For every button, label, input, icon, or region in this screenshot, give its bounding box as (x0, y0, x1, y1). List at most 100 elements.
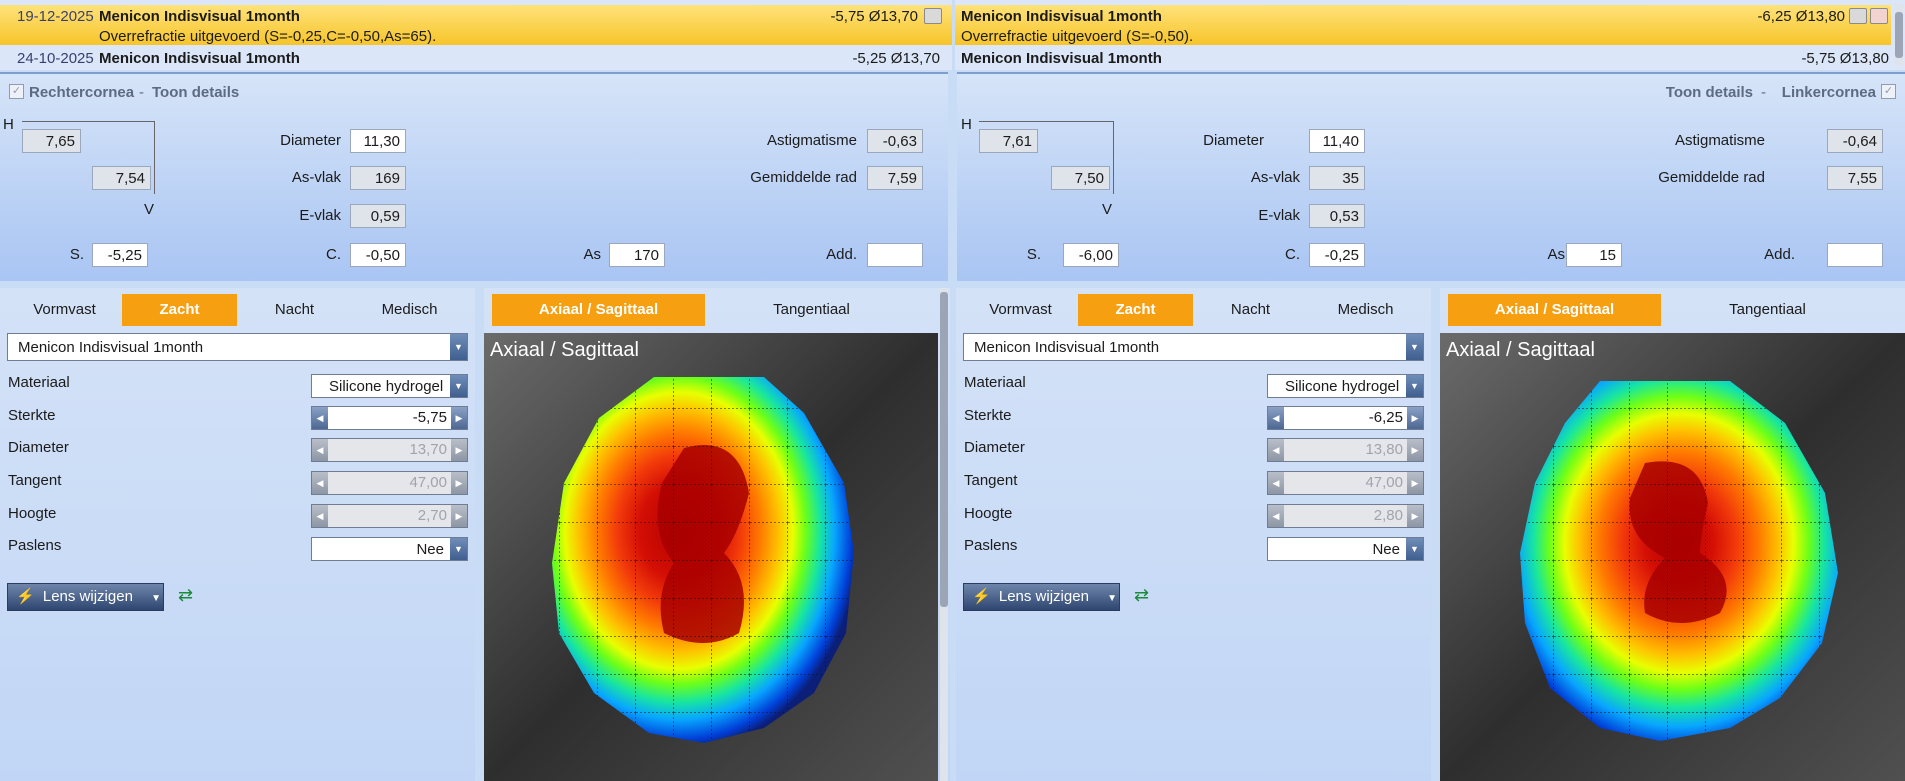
history-lens-name: Menicon Indisvisual 1month (961, 8, 1162, 25)
tangent-value: 47,00 (409, 474, 447, 491)
chevron-left-icon[interactable]: ◀ (1268, 407, 1284, 429)
asvlak-label: As-vlak (291, 169, 341, 186)
evlak-value: 0,53 (1309, 204, 1365, 228)
refresh-icon[interactable]: ⇄ (178, 585, 194, 605)
right-cornea-checkbox[interactable]: ✓ (9, 84, 24, 99)
h-axis-label: H (3, 116, 14, 133)
h-value: 7,61 (979, 129, 1038, 153)
lens-wijzigen-label: Lens wijzigen (998, 588, 1089, 605)
add-input[interactable] (867, 243, 923, 267)
c-input[interactable]: -0,25 (1309, 243, 1365, 267)
history-date: 19-12-2025 (17, 8, 94, 25)
history-row[interactable]: Menicon Indisvisual 1month -5,75 Ø13,80 (955, 47, 1891, 68)
sterkte-label: Sterkte (964, 407, 1012, 424)
as-input[interactable]: 170 (609, 243, 665, 267)
materiaal-select[interactable]: Silicone hydrogel ▼ (311, 374, 468, 398)
chevron-right-icon: ▶ (451, 505, 467, 527)
chevron-down-icon: ▼ (450, 538, 467, 560)
chevron-right-icon[interactable]: ▶ (1407, 407, 1423, 429)
tab-vormvast[interactable]: Vormvast (33, 301, 96, 318)
map-title: Axiaal / Sagittaal (1446, 339, 1595, 361)
astigmatisme-value: -0,64 (1827, 129, 1883, 153)
edit-icon[interactable] (1849, 8, 1867, 24)
chevron-right-icon[interactable]: ▶ (451, 407, 467, 429)
toon-details-link[interactable]: Toon details (1665, 84, 1753, 101)
chevron-left-icon: ◀ (312, 439, 328, 461)
lens-product-select[interactable]: Menicon Indisvisual 1month ▼ (7, 333, 468, 361)
map-scrollbar[interactable] (940, 288, 948, 781)
asvlak-value: 169 (350, 166, 406, 190)
tab-axiaal-sagittaal[interactable]: Axiaal / Sagittaal (492, 294, 705, 326)
s-input[interactable]: -5,25 (92, 243, 148, 267)
s-label: S. (1026, 246, 1041, 263)
v-value: 7,54 (92, 166, 151, 190)
sterkte-stepper[interactable]: ◀ -6,25 ▶ (1267, 406, 1424, 430)
hoogte-stepper: ◀ 2,70 ▶ (311, 504, 468, 528)
gemiddelde-rad-value: 7,55 (1827, 166, 1883, 190)
tab-nacht[interactable]: Nacht (274, 301, 315, 318)
chevron-down-icon: ▼ (1406, 538, 1423, 560)
astigmatisme-value: -0,63 (867, 129, 923, 153)
lens-product-select[interactable]: Menicon Indisvisual 1month ▼ (963, 333, 1424, 361)
history-row-selected[interactable]: Menicon Indisvisual 1month -6,25 Ø13,80 … (955, 5, 1891, 45)
chevron-right-icon: ▶ (1407, 439, 1423, 461)
paslens-select[interactable]: Nee ▼ (311, 537, 468, 561)
materiaal-label: Materiaal (964, 374, 1026, 391)
tab-zacht[interactable]: Zacht (122, 294, 237, 326)
tangent-label: Tangent (8, 472, 62, 489)
delete-icon[interactable] (1870, 8, 1888, 24)
tab-medisch[interactable]: Medisch (1337, 301, 1394, 318)
as-input[interactable]: 15 (1566, 243, 1622, 267)
left-cornea-checkbox[interactable]: ✓ (1881, 84, 1896, 99)
diameter-input[interactable]: 11,40 (1309, 129, 1365, 153)
right-cornea-title: Rechtercornea (29, 84, 135, 101)
v-axis-label: V (1102, 201, 1113, 218)
add-input[interactable] (1827, 243, 1883, 267)
tab-medisch[interactable]: Medisch (381, 301, 438, 318)
tab-zacht[interactable]: Zacht (1078, 294, 1193, 326)
toon-details-link[interactable]: Toon details (152, 84, 240, 101)
asvlak-value: 35 (1309, 166, 1365, 190)
paslens-select[interactable]: Nee ▼ (1267, 537, 1424, 561)
c-input[interactable]: -0,50 (350, 243, 406, 267)
diameter-label: Diameter (1203, 132, 1264, 149)
tab-tangentiaal[interactable]: Tangentiaal (773, 301, 850, 318)
lens-wijzigen-button[interactable]: ⚡ Lens wijzigen ▼ (7, 583, 164, 611)
lens-wijzigen-label: Lens wijzigen (42, 588, 133, 605)
tab-nacht[interactable]: Nacht (1230, 301, 1271, 318)
paslens-value: Nee (416, 541, 444, 558)
diameter-input[interactable]: 11,30 (350, 129, 406, 153)
evlak-value: 0,59 (350, 204, 406, 228)
chevron-right-icon: ▶ (1407, 472, 1423, 494)
tab-vormvast[interactable]: Vormvast (989, 301, 1052, 318)
chevron-left-icon: ◀ (1268, 439, 1284, 461)
sterkte-value: -6,25 (1368, 409, 1403, 426)
astigmatisme-label: Astigmatisme (766, 132, 857, 149)
tab-tangentiaal[interactable]: Tangentiaal (1729, 301, 1806, 318)
tab-axiaal-sagittaal[interactable]: Axiaal / Sagittaal (1448, 294, 1661, 326)
header-separator: - (1761, 84, 1766, 101)
s-input[interactable]: -6,00 (1063, 243, 1119, 267)
materiaal-value: Silicone hydrogel (1285, 378, 1400, 395)
chevron-left-icon[interactable]: ◀ (312, 407, 328, 429)
right-map-panel: Axiaal / Sagittaal Tangentiaal (484, 288, 950, 781)
edit-icon[interactable] (924, 8, 942, 24)
materiaal-select[interactable]: Silicone hydrogel ▼ (1267, 374, 1424, 398)
lightning-icon: ⚡ (972, 588, 991, 605)
sterkte-stepper[interactable]: ◀ -5,75 ▶ (311, 406, 468, 430)
map-title: Axiaal / Sagittaal (490, 339, 639, 361)
history-scrollbar[interactable] (1895, 4, 1903, 66)
history-row[interactable]: 24-10-2025 Menicon Indisvisual 1month -5… (0, 47, 952, 68)
gemiddelde-rad-value: 7,59 (867, 166, 923, 190)
chevron-right-icon: ▶ (1407, 505, 1423, 527)
history-row-selected[interactable]: 19-12-2025 Menicon Indisvisual 1month -5… (0, 5, 952, 45)
tangent-label: Tangent (964, 472, 1018, 489)
topography-image (484, 333, 938, 781)
refresh-icon[interactable]: ⇄ (1134, 585, 1150, 605)
diameter-value: 13,70 (409, 441, 447, 458)
chevron-down-icon: ▼ (1406, 375, 1423, 397)
lens-wijzigen-button[interactable]: ⚡ Lens wijzigen ▼ (963, 583, 1120, 611)
history-note: Overrefractie uitgevoerd (S=-0,50). (961, 28, 1194, 45)
tangent-value: 47,00 (1365, 474, 1403, 491)
paslens-label: Paslens (964, 537, 1018, 554)
